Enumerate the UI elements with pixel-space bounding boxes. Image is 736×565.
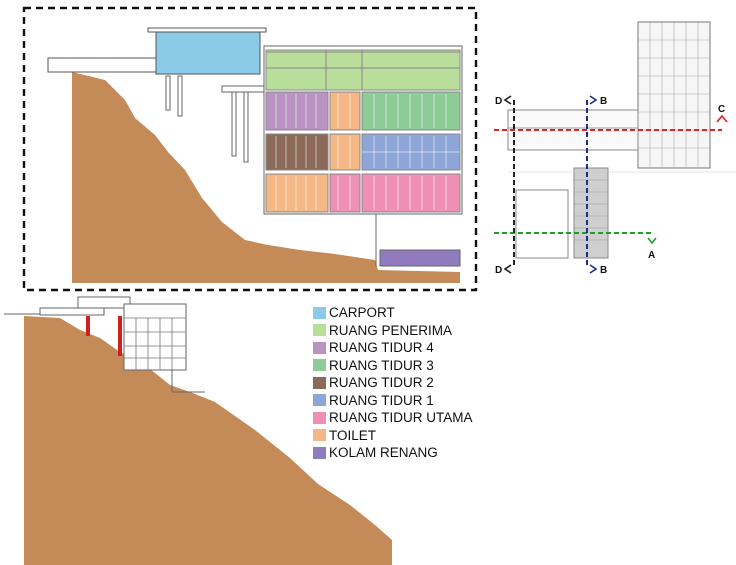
legend-label: RUANG PENERIMA (329, 322, 453, 338)
legend-label: KOLAM RENANG (329, 445, 438, 460)
plan-stair (573, 167, 609, 259)
legend-label: RUANG TIDUR UTAMA (329, 410, 473, 425)
toilet-block-1 (329, 91, 361, 131)
support-post-3 (231, 87, 237, 157)
support-post-1 (165, 75, 171, 111)
legend-label: CARPORT (329, 305, 395, 320)
support-post-2 (177, 75, 183, 117)
support-post-4 (243, 87, 249, 163)
site-plan: D B C A D B (494, 21, 736, 276)
legend-item-ruang-tidur-3: RUANG TIDUR 3 (313, 357, 473, 375)
window-mullions (275, 94, 460, 210)
legend-item-ruang-tidur-4: RUANG TIDUR 4 (313, 339, 473, 357)
legend-label: RUANG TIDUR 2 (329, 375, 434, 390)
section-c-arrow (716, 114, 728, 123)
lower-building-grid (124, 317, 186, 370)
lower-column-red-2 (118, 316, 122, 356)
legend-swatch (313, 324, 326, 337)
lower-carport (77, 296, 131, 309)
lower-building (123, 303, 187, 371)
legend-swatch (313, 429, 326, 442)
section-a-arrow (647, 237, 657, 245)
section-c-label: C (718, 104, 725, 115)
legend-swatch (313, 306, 326, 319)
section-d-arrow-top (503, 95, 512, 105)
legend-item-carport: CARPORT (313, 304, 473, 322)
legend-item-ruang-penerima: RUANG PENERIMA (313, 322, 473, 340)
ruang-tidur-2-block (265, 133, 329, 171)
legend-label: RUANG TIDUR 3 (329, 357, 434, 373)
lower-upper-slab (39, 307, 105, 316)
section-b-label-top: B (600, 96, 607, 107)
legend-item-ruang-tidur-1: RUANG TIDUR 1 (313, 392, 473, 410)
main-section-dashed-frame (22, 6, 478, 292)
legend-item-ruang-tidur-2: RUANG TIDUR 2 (313, 374, 473, 392)
section-b-label-bottom: B (600, 265, 607, 276)
toilet-block-2 (329, 133, 361, 171)
ruang-tidur-utama-block-1 (329, 173, 361, 213)
ruang-penerima-band (265, 51, 461, 69)
legend-item-ruang-tidur-utama: RUANG TIDUR UTAMA (313, 409, 473, 427)
plan-stair-treads (574, 179, 608, 241)
legend-item-kolam-renang: KOLAM RENANG (313, 444, 473, 462)
legend-label: RUANG TIDUR 4 (329, 340, 434, 355)
section-b-arrow-bottom (589, 264, 598, 274)
legend-swatch (313, 446, 326, 459)
section-d-label-top: D (495, 96, 502, 107)
legend-swatch (313, 394, 326, 407)
legend-swatch (313, 376, 326, 389)
legend-swatch (313, 411, 326, 424)
legend-item-toilet: TOILET (313, 427, 473, 445)
mid-slab (221, 85, 267, 93)
section-d-arrow-bottom (503, 264, 512, 274)
lower-site-section (4, 296, 392, 565)
legend-label: TOILET (329, 427, 377, 443)
legend-label: RUANG TIDUR 1 (329, 392, 434, 408)
ruang-tidur-4-block (265, 91, 329, 131)
ruang-tidur-utama-block-2 (361, 173, 461, 213)
lower-hill (24, 316, 392, 565)
section-d-label-bottom: D (495, 265, 502, 276)
main-hill (72, 72, 460, 283)
ruang-tidur-3-block (361, 91, 461, 131)
plan-tower-grid (638, 22, 710, 168)
kolam-renang-block (379, 249, 461, 267)
section-a-label: A (648, 250, 655, 261)
carport-room (155, 29, 261, 75)
legend-swatch (313, 359, 326, 372)
plan-lower-room (515, 189, 569, 259)
lower-column-red-1 (86, 316, 90, 336)
toilet-block-3 (265, 173, 329, 213)
main-building-section (22, 6, 478, 292)
legend-swatch (313, 341, 326, 354)
section-b-arrow-top (589, 95, 598, 105)
color-legend: CARPORT RUANG PENERIMA RUANG TIDUR 4 RUA… (313, 304, 473, 462)
carport-roof (147, 27, 267, 33)
